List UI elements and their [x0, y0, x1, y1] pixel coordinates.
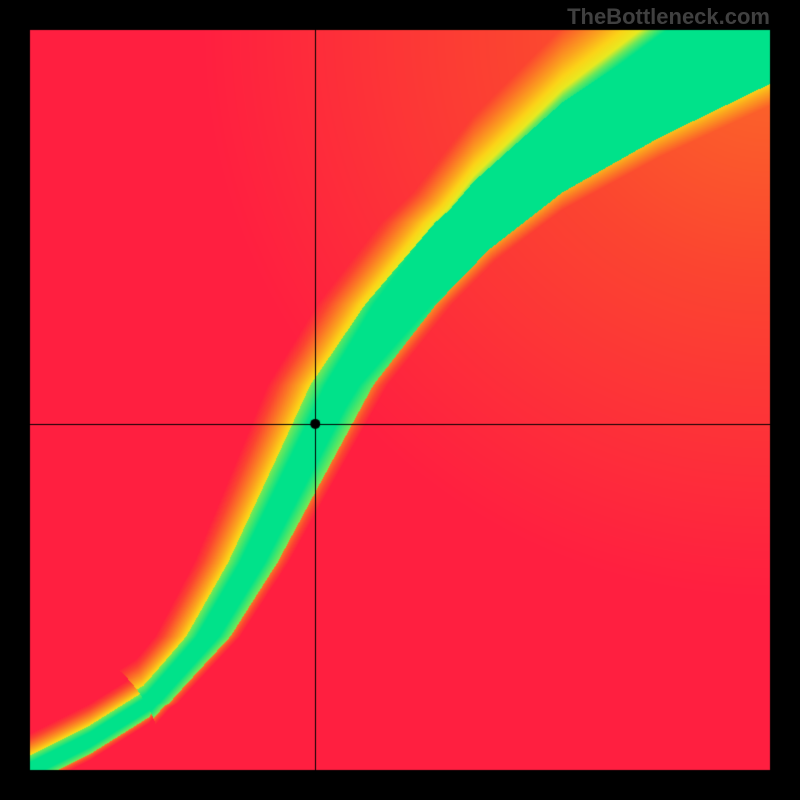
bottleneck-heatmap-canvas: [0, 0, 800, 800]
